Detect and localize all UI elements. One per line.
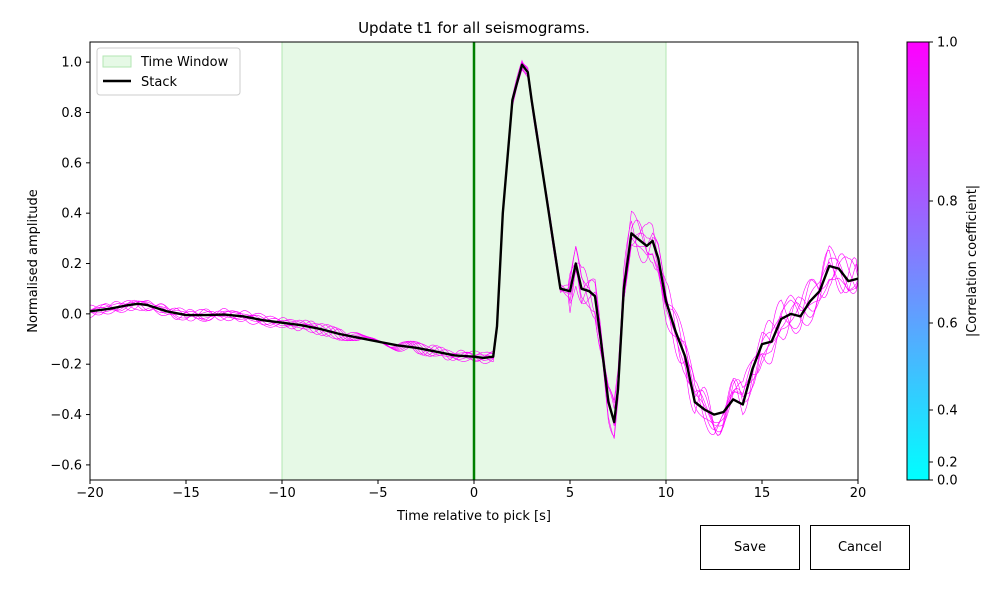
y-axis-ticks: −0.6 −0.4 −0.2 0.0 0.2 0.4 0.6 0.8 1.0 [50, 56, 90, 473]
colorbar-label: |Correlation coefficient| [965, 185, 980, 337]
y-tick-label: 0.4 [61, 207, 82, 222]
colorbar-tick-label: 0.2 [937, 456, 958, 471]
legend-time-window-swatch [102, 55, 132, 68]
stack-trace [90, 63, 858, 424]
legend-time-window-label: Time Window [140, 55, 229, 70]
colorbar-tick-label: 0.8 [937, 195, 958, 210]
y-tick-label: −0.6 [50, 458, 82, 473]
legend-box [96, 47, 241, 96]
y-tick-label: 0.0 [61, 307, 82, 322]
colorbar [906, 41, 930, 481]
colorbar-ticks: 0.0 0.2 0.4 0.6 0.8 1.0 [929, 36, 958, 489]
x-tick-label: 20 [850, 486, 867, 501]
x-tick-label: −10 [268, 486, 295, 501]
colorbar-tick-label: 1.0 [937, 36, 958, 51]
x-tick-label: 15 [754, 486, 771, 501]
x-tick-label: −20 [76, 486, 103, 501]
save-button[interactable]: Save [700, 525, 800, 570]
y-tick-label: 0.2 [61, 257, 82, 272]
y-axis-label: Normalised amplitude [26, 189, 41, 333]
x-tick-label: 10 [658, 486, 675, 501]
y-tick-label: 0.8 [61, 106, 82, 121]
chart-title: Update t1 for all seismograms. [358, 19, 590, 37]
colorbar-tick-label: 0.6 [937, 317, 958, 332]
y-tick-label: 0.6 [61, 156, 82, 171]
x-tick-label: −15 [172, 486, 199, 501]
x-tick-label: 0 [470, 486, 478, 501]
x-axis-ticks: −20 −15 −10 −5 0 5 10 15 20 [76, 480, 866, 501]
cancel-button[interactable]: Cancel [810, 525, 910, 570]
legend-stack-label: Stack [141, 75, 177, 90]
x-tick-label: −5 [368, 486, 387, 501]
y-tick-label: 1.0 [61, 56, 82, 71]
x-axis-label: Time relative to pick [s] [396, 509, 551, 524]
y-tick-label: −0.2 [50, 358, 82, 373]
colorbar-tick-label: 0.0 [937, 474, 958, 489]
colorbar-tick-label: 0.4 [937, 404, 958, 419]
y-tick-label: −0.4 [50, 408, 82, 423]
x-tick-label: 5 [566, 486, 574, 501]
legend: Time Window Stack [96, 47, 241, 96]
